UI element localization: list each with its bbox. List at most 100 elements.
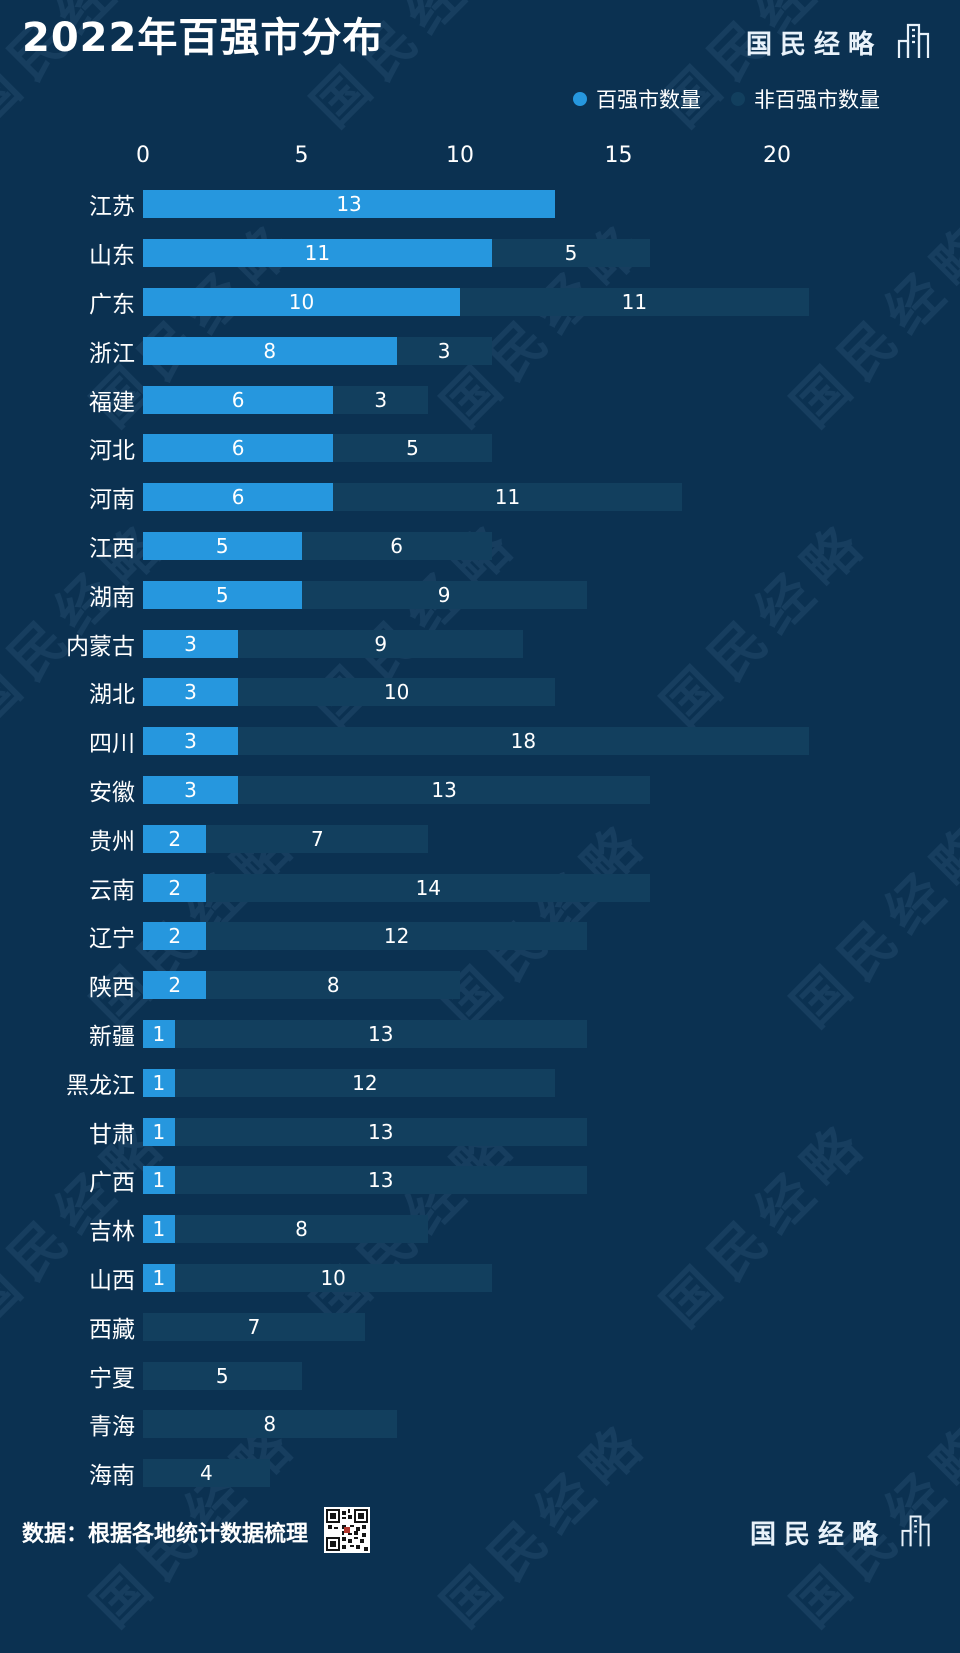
qr-code [324,1507,371,1557]
bar-value: 10 [320,1265,346,1290]
legend-label-top100: 百强市数量 [596,88,701,112]
bar-value: 8 [263,338,277,363]
bar-track: 3 18 [143,727,809,756]
bar-segment-nontop100: 12 [206,922,587,951]
bar-segment-top100: 2 [143,873,207,902]
bar-segment-nontop100: 13 [174,1019,587,1048]
bar-track: 1 13 [143,1166,587,1195]
bar-value: 13 [336,192,362,217]
chart-row: 海南 4 [0,1449,960,1498]
chart-rows: 江苏 13 山东 11 5 广东 10 11 浙江 8 3 福建 6 3 河北 6 5 河南 6 11 江西 5 6 湖南 5 9… [0,180,960,1498]
chart-row: 湖北 3 10 [0,668,960,717]
category-label: 山西 [89,1267,135,1294]
bar-value: 2 [168,924,182,949]
chart-row: 贵州 2 7 [0,814,960,863]
chart-row: 江苏 13 [0,180,960,229]
bar-track: 1 12 [143,1068,556,1097]
bar-value: 6 [231,436,245,461]
bar-segment-nontop100: 7 [143,1312,365,1341]
bar-value: 3 [184,729,197,754]
chart-row: 江西 5 6 [0,522,960,571]
bar-value: 9 [374,631,388,656]
bar-segment-nontop100: 9 [301,580,587,609]
bar-value: 11 [494,485,521,510]
bar-segment-top100: 3 [143,678,239,707]
category-label: 陕西 [89,975,135,1002]
legend: 百强市数量 非百强市数量 [0,78,960,120]
bar-segment-top100: 3 [143,727,239,756]
category-label: 山东 [89,243,135,270]
category-label: 河南 [89,487,135,514]
bar-segment-top100: 10 [143,287,460,316]
page-title: 2022年百强市分布 [22,15,384,61]
chart-row: 云南 2 14 [0,863,960,912]
bar-value: 7 [247,1314,261,1339]
legend-item-nontop100: 非百强市数量 [731,84,880,114]
category-label: 西藏 [89,1316,135,1343]
chart-row: 山西 1 10 [0,1254,960,1303]
bar-track: 1 10 [143,1263,492,1292]
bar-segment-top100: 1 [143,1263,175,1292]
bar-value: 8 [326,973,340,998]
brand-logo: 国民经略 [746,20,936,64]
bar-value: 13 [368,1168,394,1193]
bar-value: 3 [374,387,388,412]
footer-brand-name: 国民经略 [749,1519,886,1550]
category-label: 青海 [89,1414,135,1441]
category-label: 宁夏 [89,1365,135,1392]
bar-segment-nontop100: 5 [333,434,492,463]
category-label: 安徽 [89,779,135,806]
bar-segment-top100: 1 [143,1068,175,1097]
category-label: 河北 [89,438,135,465]
bar-value: 12 [352,1070,378,1095]
bar-value: 5 [215,533,229,558]
bar-value: 1 [152,1119,166,1144]
x-axis: 0 5 10 15 20 [136,120,960,172]
bar-value: 13 [368,1021,394,1046]
bar-value: 18 [510,729,537,754]
skyline-icon [892,20,936,64]
bar-segment-nontop100: 3 [333,385,429,414]
x-tick: 15 [604,143,633,168]
bar-value: 3 [184,631,197,656]
bar-value: 11 [621,289,648,314]
bar-value: 8 [295,1217,308,1242]
bar-segment-nontop100: 11 [333,483,682,512]
category-label: 吉林 [89,1219,135,1246]
category-label: 内蒙古 [66,633,135,660]
footer: 数据：根据各地统计数据梳理 [0,1500,960,1564]
bar-value: 8 [263,1412,277,1437]
category-label: 湖南 [89,584,135,611]
category-label: 江苏 [89,194,135,221]
bar-segment-top100: 2 [143,824,207,853]
bar-segment-top100: 6 [143,434,334,463]
bar-value: 6 [231,485,245,510]
bar-value: 1 [152,1265,166,1290]
bar-segment-top100: 1 [143,1019,175,1048]
bar-segment-top100: 2 [143,922,207,951]
bar-segment-top100: 1 [143,1215,175,1244]
bar-value: 5 [215,1363,229,1388]
footer-skyline-icon [896,1512,936,1552]
bar-value: 13 [368,1119,394,1144]
bar-value: 11 [304,241,331,266]
chart-row: 西藏 7 [0,1302,960,1351]
bar-segment-top100: 1 [143,1166,175,1195]
bar-value: 4 [200,1461,213,1486]
bar-segment-nontop100: 5 [491,239,651,268]
footer-brand-logo: 国民经略 [750,1512,936,1552]
category-label: 贵州 [89,828,135,855]
chart-row: 内蒙古 3 9 [0,619,960,668]
bar-value: 9 [437,582,451,607]
bar-value: 5 [564,241,578,266]
category-label: 甘肃 [89,1121,135,1148]
chart-row: 甘肃 1 13 [0,1107,960,1156]
bar-track: 10 11 [143,287,809,316]
bar-track: 3 10 [143,678,556,707]
category-label: 海南 [89,1463,135,1490]
